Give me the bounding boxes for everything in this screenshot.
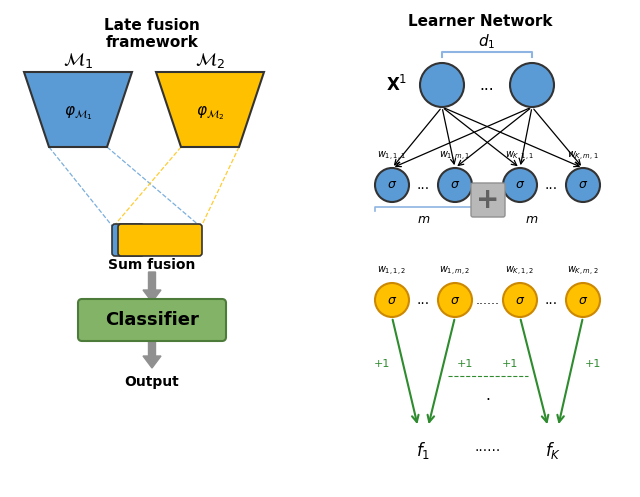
Text: ......: ...... <box>476 294 499 307</box>
Text: $\sigma$: $\sigma$ <box>450 294 460 307</box>
Circle shape <box>510 63 554 107</box>
Text: ...: ... <box>417 178 430 192</box>
FancyArrow shape <box>143 338 161 368</box>
Text: +1: +1 <box>585 359 601 369</box>
Text: $\sigma$: $\sigma$ <box>387 178 397 191</box>
FancyBboxPatch shape <box>112 224 144 256</box>
Circle shape <box>420 63 464 107</box>
Text: ...: ... <box>545 293 558 307</box>
Circle shape <box>438 283 472 317</box>
Text: +1: +1 <box>502 359 518 369</box>
FancyBboxPatch shape <box>118 224 202 256</box>
Text: $\sigma$: $\sigma$ <box>578 178 588 191</box>
Polygon shape <box>24 72 132 147</box>
Text: .: . <box>486 389 490 404</box>
Text: $\mathcal{M}_1$: $\mathcal{M}_1$ <box>63 51 93 70</box>
Circle shape <box>503 168 537 202</box>
Text: $w_{K,m,1}$: $w_{K,m,1}$ <box>567 150 599 163</box>
Text: $m$: $m$ <box>525 213 538 226</box>
Text: Output: Output <box>125 375 179 389</box>
Text: $w_{K,m,2}$: $w_{K,m,2}$ <box>567 265 599 278</box>
FancyBboxPatch shape <box>78 299 226 341</box>
Text: Classifier: Classifier <box>105 311 199 329</box>
Circle shape <box>375 283 409 317</box>
Text: $\varphi_{\mathcal{M}_1}$: $\varphi_{\mathcal{M}_1}$ <box>63 104 92 122</box>
Text: $f_1$: $f_1$ <box>416 440 430 461</box>
Circle shape <box>566 168 600 202</box>
Circle shape <box>503 283 537 317</box>
Text: ......: ...... <box>475 440 501 454</box>
Text: $\sigma$: $\sigma$ <box>515 294 525 307</box>
Text: $\sigma$: $\sigma$ <box>578 294 588 307</box>
Text: $w_{1,1,1}$: $w_{1,1,1}$ <box>378 150 406 163</box>
Text: $w_{1,m,2}$: $w_{1,m,2}$ <box>439 265 471 278</box>
Circle shape <box>375 168 409 202</box>
Text: $f_K$: $f_K$ <box>545 440 561 461</box>
Text: +: + <box>476 186 500 214</box>
Text: +1: +1 <box>374 359 390 369</box>
Circle shape <box>438 168 472 202</box>
Polygon shape <box>156 72 264 147</box>
Text: $\mathcal{M}_2$: $\mathcal{M}_2$ <box>195 51 225 70</box>
Text: ...: ... <box>417 293 430 307</box>
Text: Sum fusion: Sum fusion <box>108 258 196 272</box>
Text: $m$: $m$ <box>417 213 430 226</box>
Text: ......: ...... <box>476 178 499 191</box>
Text: $\sigma$: $\sigma$ <box>450 178 460 191</box>
Text: $\varphi_{\mathcal{M}_2}$: $\varphi_{\mathcal{M}_2}$ <box>196 104 224 122</box>
Text: Late fusion
framework: Late fusion framework <box>104 18 200 50</box>
Text: $\mathbf{X}^1$: $\mathbf{X}^1$ <box>387 75 408 95</box>
Text: $w_{K,1,1}$: $w_{K,1,1}$ <box>506 150 534 163</box>
Text: Learner Network: Learner Network <box>408 14 552 29</box>
Text: $w_{1,m,1}$: $w_{1,m,1}$ <box>439 150 471 163</box>
Text: $w_{1,1,2}$: $w_{1,1,2}$ <box>378 265 406 278</box>
Text: +1: +1 <box>457 359 473 369</box>
Text: $d_1$: $d_1$ <box>478 33 496 51</box>
FancyBboxPatch shape <box>471 183 505 217</box>
Text: $\sigma$: $\sigma$ <box>387 294 397 307</box>
Text: $w_{K,1,2}$: $w_{K,1,2}$ <box>506 265 534 278</box>
Circle shape <box>566 283 600 317</box>
Text: $\sigma$: $\sigma$ <box>515 178 525 191</box>
Text: ...: ... <box>480 78 494 92</box>
Text: ...: ... <box>545 178 558 192</box>
FancyArrow shape <box>143 272 161 302</box>
